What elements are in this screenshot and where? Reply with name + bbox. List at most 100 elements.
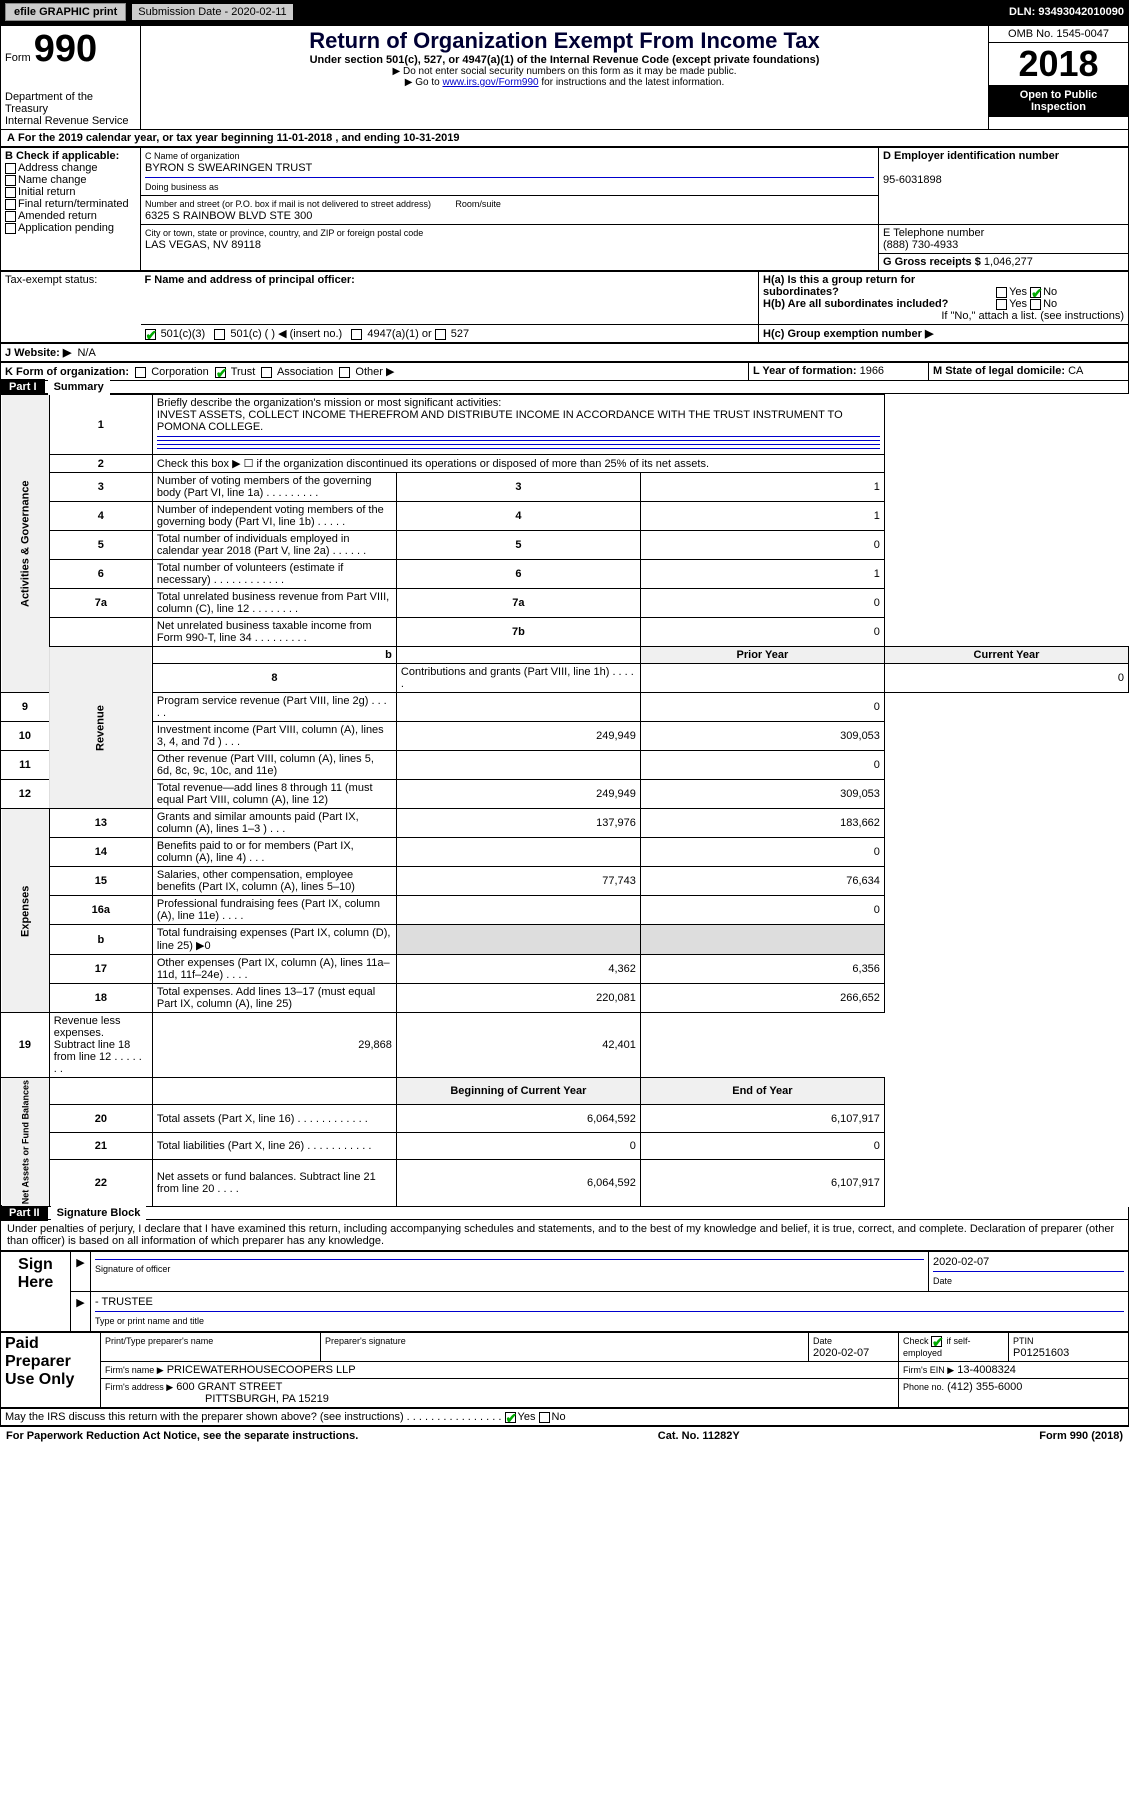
line1-label: Briefly describe the organization's miss… [157, 397, 501, 409]
prior-val [396, 693, 640, 722]
part2-header: Part II [1, 1205, 48, 1221]
cb-app-pending[interactable] [5, 223, 16, 234]
org-name: BYRON S SWEARINGEN TRUST [145, 162, 312, 174]
cb-ha-no[interactable] [1030, 287, 1041, 298]
curr-val: 0 [640, 751, 884, 780]
tax-period: A For the 2019 calendar year, or tax yea… [0, 130, 1129, 147]
cb-final-return[interactable] [5, 199, 16, 210]
cb-hb-yes[interactable] [996, 299, 1007, 310]
form-label: Form [5, 52, 31, 64]
website: N/A [77, 347, 95, 359]
hb-label: H(b) Are all subordinates included? [763, 298, 993, 310]
line-text: Net assets or fund balances. Subtract li… [152, 1160, 396, 1207]
cb-name-change[interactable] [5, 175, 16, 186]
col-prior: Prior Year [640, 647, 884, 664]
submission-date: Submission Date - 2020-02-11 [132, 4, 292, 20]
cb-address-change[interactable] [5, 163, 16, 174]
cb-trust[interactable] [215, 367, 226, 378]
cb-4947[interactable] [351, 329, 362, 340]
room-label: Room/suite [455, 199, 501, 209]
col-end: End of Year [640, 1078, 884, 1105]
omb-number: OMB No. 1545-0047 [989, 26, 1128, 43]
line-text: Total revenue—add lines 8 through 11 (mu… [152, 780, 396, 809]
cb-assoc[interactable] [261, 367, 272, 378]
cat-no: Cat. No. 11282Y [658, 1430, 740, 1442]
curr-val: 42,401 [396, 1013, 640, 1078]
cb-ha-yes[interactable] [996, 287, 1007, 298]
line-value: 0 [640, 589, 884, 618]
cb-hb-no[interactable] [1030, 299, 1041, 310]
cb-501c3[interactable] [145, 329, 156, 340]
line-text: Total assets (Part X, line 16) . . . . .… [152, 1105, 396, 1132]
side-revenue: Revenue [49, 647, 152, 809]
curr-val: 266,652 [640, 984, 884, 1013]
line-text: Benefits paid to or for members (Part IX… [152, 838, 396, 867]
treasury-dept: Department of the Treasury [5, 91, 136, 115]
prior-val: 6,064,592 [396, 1160, 640, 1207]
cb-initial-return[interactable] [5, 187, 16, 198]
gross-receipts: 1,046,277 [984, 256, 1033, 268]
cb-discuss-yes[interactable] [505, 1412, 516, 1423]
box-d-label: D Employer identification number [883, 150, 1059, 162]
line-text: Number of independent voting members of … [152, 502, 396, 531]
line-value: 1 [640, 473, 884, 502]
paperwork-notice: For Paperwork Reduction Act Notice, see … [6, 1430, 358, 1442]
sign-here: Sign Here [1, 1252, 71, 1332]
prior-val [396, 896, 640, 925]
form-number: 990 [34, 28, 97, 70]
form-title: Return of Organization Exempt From Incom… [145, 28, 984, 54]
cb-501c[interactable] [214, 329, 225, 340]
efile-print-button[interactable]: efile GRAPHIC print [5, 3, 126, 21]
line2: Check this box ▶ ☐ if the organization d… [152, 455, 884, 473]
box-k-label: K Form of organization: [5, 366, 129, 378]
cb-527[interactable] [435, 329, 446, 340]
prior-val: 0 [396, 1132, 640, 1159]
prior-val: 77,743 [396, 867, 640, 896]
form-subtitle: Under section 501(c), 527, or 4947(a)(1)… [145, 54, 984, 66]
hb-note: If "No," attach a list. (see instruction… [763, 310, 1124, 322]
prior-val [396, 751, 640, 780]
firm-addr2: PITTSBURGH, PA 15219 [205, 1393, 329, 1405]
cb-self-employed[interactable] [931, 1336, 942, 1347]
curr-val: 6,356 [640, 955, 884, 984]
col-beginning: Beginning of Current Year [396, 1078, 640, 1105]
irs-link[interactable]: www.irs.gov/Form990 [442, 77, 538, 88]
prior-val: 249,949 [396, 780, 640, 809]
box-c-label: C Name of organization [145, 151, 240, 161]
box-m-label: M State of legal domicile: [933, 365, 1065, 377]
prior-val: 249,949 [396, 722, 640, 751]
ha-label: H(a) Is this a group return for subordin… [763, 274, 993, 298]
city-state-zip: LAS VEGAS, NV 89118 [145, 239, 261, 251]
cb-discuss-no[interactable] [539, 1412, 550, 1423]
prior-val: 220,081 [396, 984, 640, 1013]
line-text: Salaries, other compensation, employee b… [152, 867, 396, 896]
firm-addr1: 600 GRANT STREET [176, 1381, 282, 1393]
curr-val: 6,107,917 [640, 1160, 884, 1207]
curr-val: 6,107,917 [640, 1105, 884, 1132]
part1-header: Part I [1, 379, 45, 395]
box-e-label: E Telephone number [883, 227, 984, 239]
line-text: Total number of individuals employed in … [152, 531, 396, 560]
line-text: Total unrelated business revenue from Pa… [152, 589, 396, 618]
state-domicile: CA [1068, 365, 1083, 377]
box-f-label: F Name and address of principal officer: [145, 274, 355, 286]
curr-val: 76,634 [640, 867, 884, 896]
curr-val: 0 [640, 896, 884, 925]
firm-name: PRICEWATERHOUSECOOPERS LLP [167, 1364, 356, 1376]
cb-other[interactable] [339, 367, 350, 378]
prior-val: 29,868 [152, 1013, 396, 1078]
irs-label: Internal Revenue Service [5, 115, 136, 127]
curr-val: 0 [640, 838, 884, 867]
line-text: Revenue less expenses. Subtract line 18 … [49, 1013, 152, 1078]
instr-link: ▶ Go to www.irs.gov/Form990 for instruct… [145, 77, 984, 88]
box-b-label: B Check if applicable: [5, 150, 119, 162]
line-value: 1 [640, 502, 884, 531]
perjury-decl: Under penalties of perjury, I declare th… [0, 1220, 1129, 1251]
line-text: Investment income (Part VIII, column (A)… [152, 722, 396, 751]
cb-corp[interactable] [135, 367, 146, 378]
cb-amended[interactable] [5, 211, 16, 222]
discuss-label: May the IRS discuss this return with the… [5, 1411, 501, 1423]
side-governance: Activities & Governance [1, 395, 50, 693]
paid-preparer: Paid Preparer Use Only [1, 1333, 101, 1408]
prior-val: 4,362 [396, 955, 640, 984]
